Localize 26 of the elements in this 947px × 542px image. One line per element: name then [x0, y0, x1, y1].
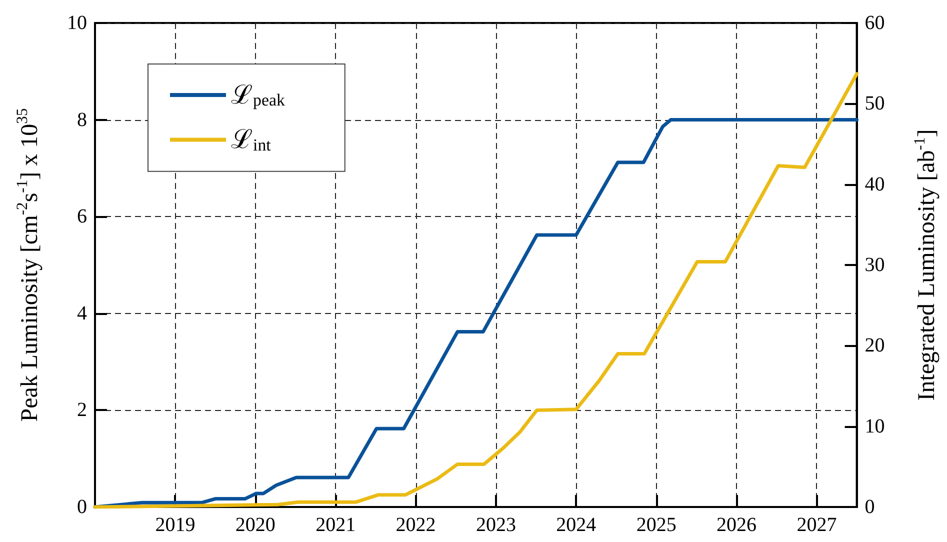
x-tick-label: 2019 [155, 514, 196, 536]
x-tick-label: 2023 [476, 514, 516, 536]
x-tick-label: 2024 [556, 514, 596, 536]
y2-tick-label: 40 [864, 173, 885, 196]
y-tick-label: 2 [77, 399, 87, 422]
y-tick-label: 8 [77, 108, 87, 131]
x-tick-label: 2025 [636, 514, 676, 536]
y-tick-label: 4 [77, 302, 87, 324]
y2-tick-label: 30 [864, 254, 885, 276]
x-tick-label: 2027 [796, 514, 837, 536]
x-tick-label: 2020 [235, 514, 276, 536]
y2-tick-label: 0 [864, 496, 875, 518]
y-tick-label: 0 [77, 496, 87, 518]
y2-axis-title: Integrated Luminosity [ab-1] [911, 129, 940, 401]
y2-tick-label: 10 [864, 415, 885, 438]
x-tick-label: 2026 [716, 514, 757, 536]
legend-label: ℒint [231, 125, 272, 154]
y-axis-title: Peak Luminosity [cm-2s-1] x 1035 [14, 108, 43, 422]
y-tick-label: 10 [67, 12, 87, 34]
x-tick-label: 2022 [396, 514, 436, 536]
x-tick-label: 2021 [316, 514, 356, 536]
y2-tick-label: 50 [864, 92, 885, 115]
y2-tick-label: 60 [864, 12, 885, 34]
y2-tick-label: 20 [864, 334, 885, 357]
legend-label: ℒpeak [231, 80, 286, 110]
y-tick-label: 6 [77, 206, 87, 228]
